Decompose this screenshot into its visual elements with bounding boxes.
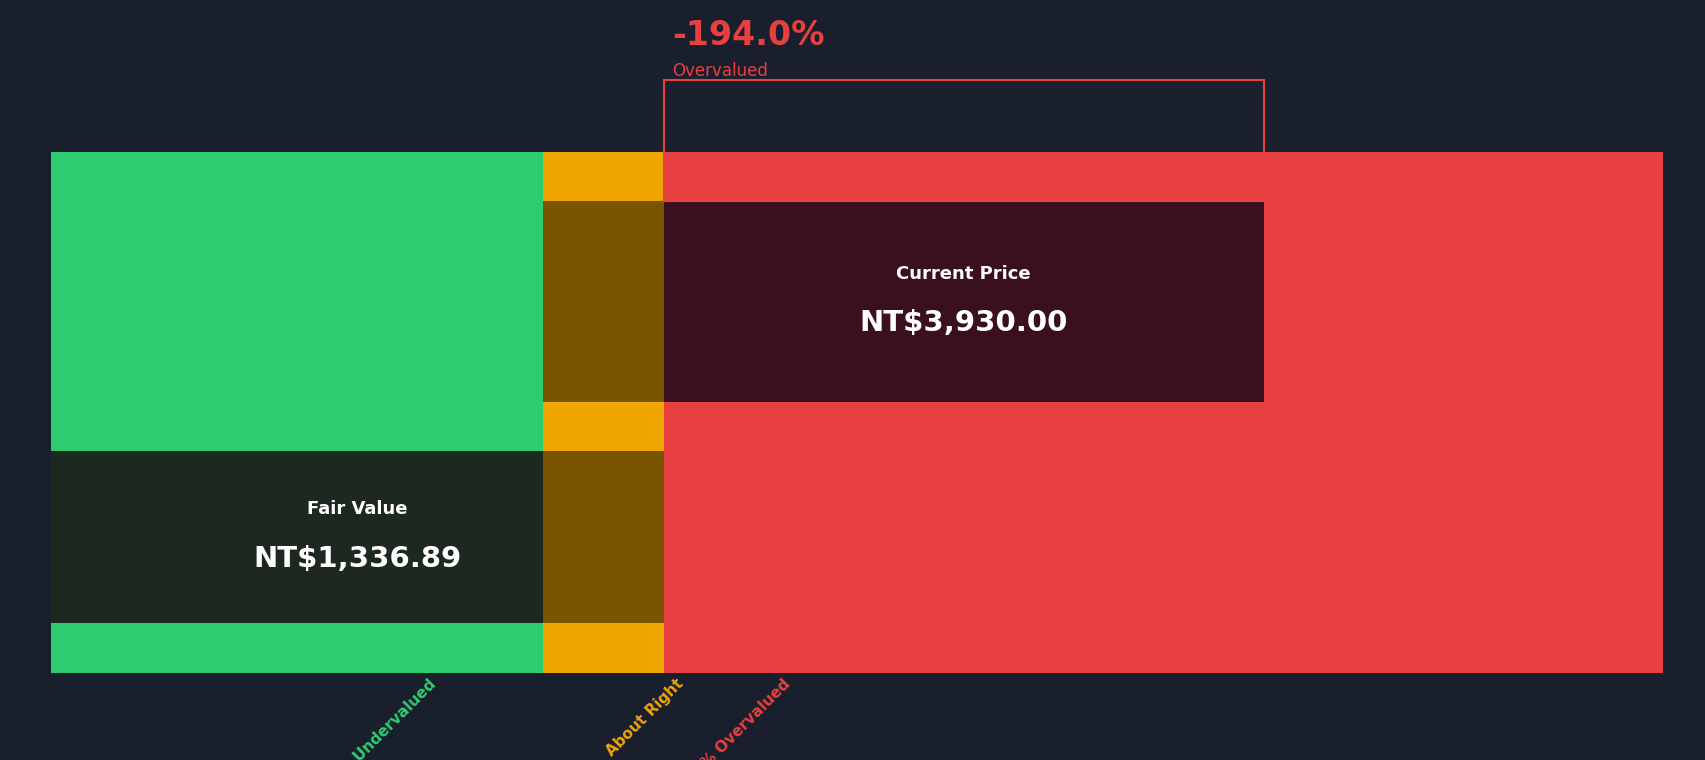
Bar [663,80,1263,201]
Bar [542,152,663,673]
Bar [542,201,663,402]
Text: Current Price: Current Price [895,264,1030,283]
Bar [542,451,663,623]
Text: 20% Overvalued: 20% Overvalued [684,676,793,760]
Bar [51,451,663,623]
Bar [663,201,1263,402]
Text: About Right: About Right [604,676,685,759]
Text: NT$1,336.89: NT$1,336.89 [254,545,462,573]
Text: Fair Value: Fair Value [307,500,407,518]
Bar [663,152,1662,673]
Text: NT$3,930.00: NT$3,930.00 [859,309,1067,337]
Text: -194.0%: -194.0% [672,19,824,52]
Bar [51,152,542,673]
Text: Overvalued: Overvalued [672,62,767,81]
Text: 20% Undervalued: 20% Undervalued [322,676,438,760]
